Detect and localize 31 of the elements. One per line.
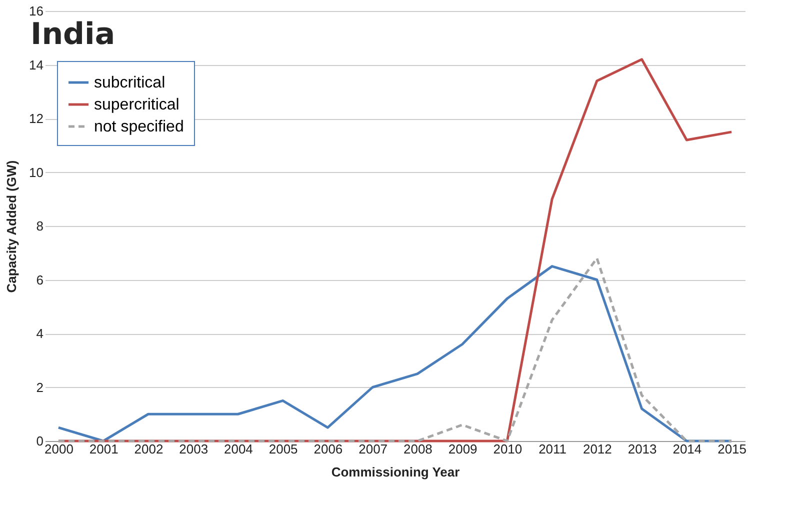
x-tick-label: 2010 bbox=[493, 442, 522, 456]
y-tick-label: 0 bbox=[36, 434, 44, 448]
x-tick-label: 2000 bbox=[44, 442, 74, 456]
x-tick-label: 2008 bbox=[403, 442, 432, 456]
y-tick-label: 2 bbox=[36, 380, 44, 395]
x-tick-label: 2002 bbox=[134, 442, 164, 456]
x-tick-label: 2012 bbox=[582, 442, 612, 456]
y-tick-label: 14 bbox=[29, 57, 44, 72]
x-tick-label: 2006 bbox=[314, 442, 343, 456]
y-tick-label: 12 bbox=[29, 111, 44, 126]
x-axis-title: Commissioning Year bbox=[331, 464, 460, 480]
y-tick-label: 16 bbox=[29, 4, 44, 18]
chart-title: India bbox=[30, 17, 116, 52]
x-tick-label: 2005 bbox=[268, 442, 298, 456]
x-tick-label: 2013 bbox=[628, 442, 657, 456]
x-tick-label: 2015 bbox=[718, 442, 746, 456]
y-tick-label: 4 bbox=[36, 326, 44, 341]
y-tick-label: 10 bbox=[29, 164, 44, 180]
x-tick-label: 2011 bbox=[538, 442, 567, 456]
x-tick-label: 2001 bbox=[89, 442, 118, 456]
x-tick-label: 2003 bbox=[179, 442, 208, 456]
y-tick-label: 6 bbox=[36, 272, 44, 288]
legend-label: subcritical bbox=[94, 74, 166, 92]
x-tick-label: 2009 bbox=[448, 442, 478, 456]
x-tick-label: 2014 bbox=[672, 442, 702, 456]
x-tick-label: 2007 bbox=[358, 442, 388, 456]
legend-label: supercritical bbox=[94, 96, 180, 114]
x-tick-label: 2004 bbox=[224, 442, 253, 456]
y-axis-title: Capacity Added (GW) bbox=[4, 160, 20, 293]
y-tick-label: 8 bbox=[36, 218, 44, 234]
legend-label: not specified bbox=[94, 118, 184, 136]
